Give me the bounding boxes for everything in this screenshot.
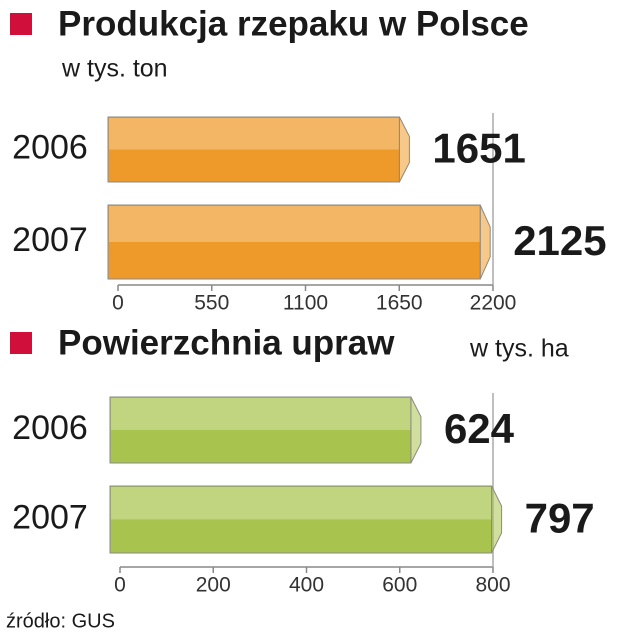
bar-highlight <box>109 118 400 150</box>
value-label: 797 <box>525 495 595 542</box>
legend-square <box>10 13 32 35</box>
x-tick-label: 600 <box>382 574 417 597</box>
x-tick-label: 0 <box>112 292 124 315</box>
chart-subtitle: w tys. ha <box>469 335 569 363</box>
legend-square <box>10 332 32 354</box>
source: źródło: GUS <box>6 610 115 632</box>
category-label: 2006 <box>12 409 88 447</box>
bar-cap <box>398 116 410 183</box>
x-tick-label: 0 <box>114 574 126 597</box>
bar-cap <box>491 485 503 554</box>
category-label: 2007 <box>12 498 88 536</box>
x-tick-label: 200 <box>196 574 231 597</box>
x-tick-label: 2200 <box>470 292 517 315</box>
value-label: 624 <box>444 405 515 452</box>
chart-title: Produkcja rzepaku w Polsce <box>58 4 529 43</box>
x-tick-label: 400 <box>289 574 324 597</box>
value-label: 2125 <box>513 217 606 264</box>
value-label: 1651 <box>432 125 525 172</box>
chart-subtitle: w tys. ton <box>61 55 168 83</box>
category-label: 2006 <box>12 128 88 166</box>
chart-title: Powierzchnia upraw <box>58 323 395 362</box>
x-tick-label: 550 <box>194 292 229 315</box>
bar-highlight <box>109 206 481 242</box>
x-tick-label: 1100 <box>283 292 328 315</box>
x-tick-label: 800 <box>475 574 510 597</box>
bar-cap <box>410 396 422 464</box>
category-label: 2007 <box>12 221 88 259</box>
bar-highlight <box>111 398 411 430</box>
bar-highlight <box>111 487 492 520</box>
x-tick-label: 1650 <box>376 292 423 315</box>
bar-cap <box>479 204 491 280</box>
